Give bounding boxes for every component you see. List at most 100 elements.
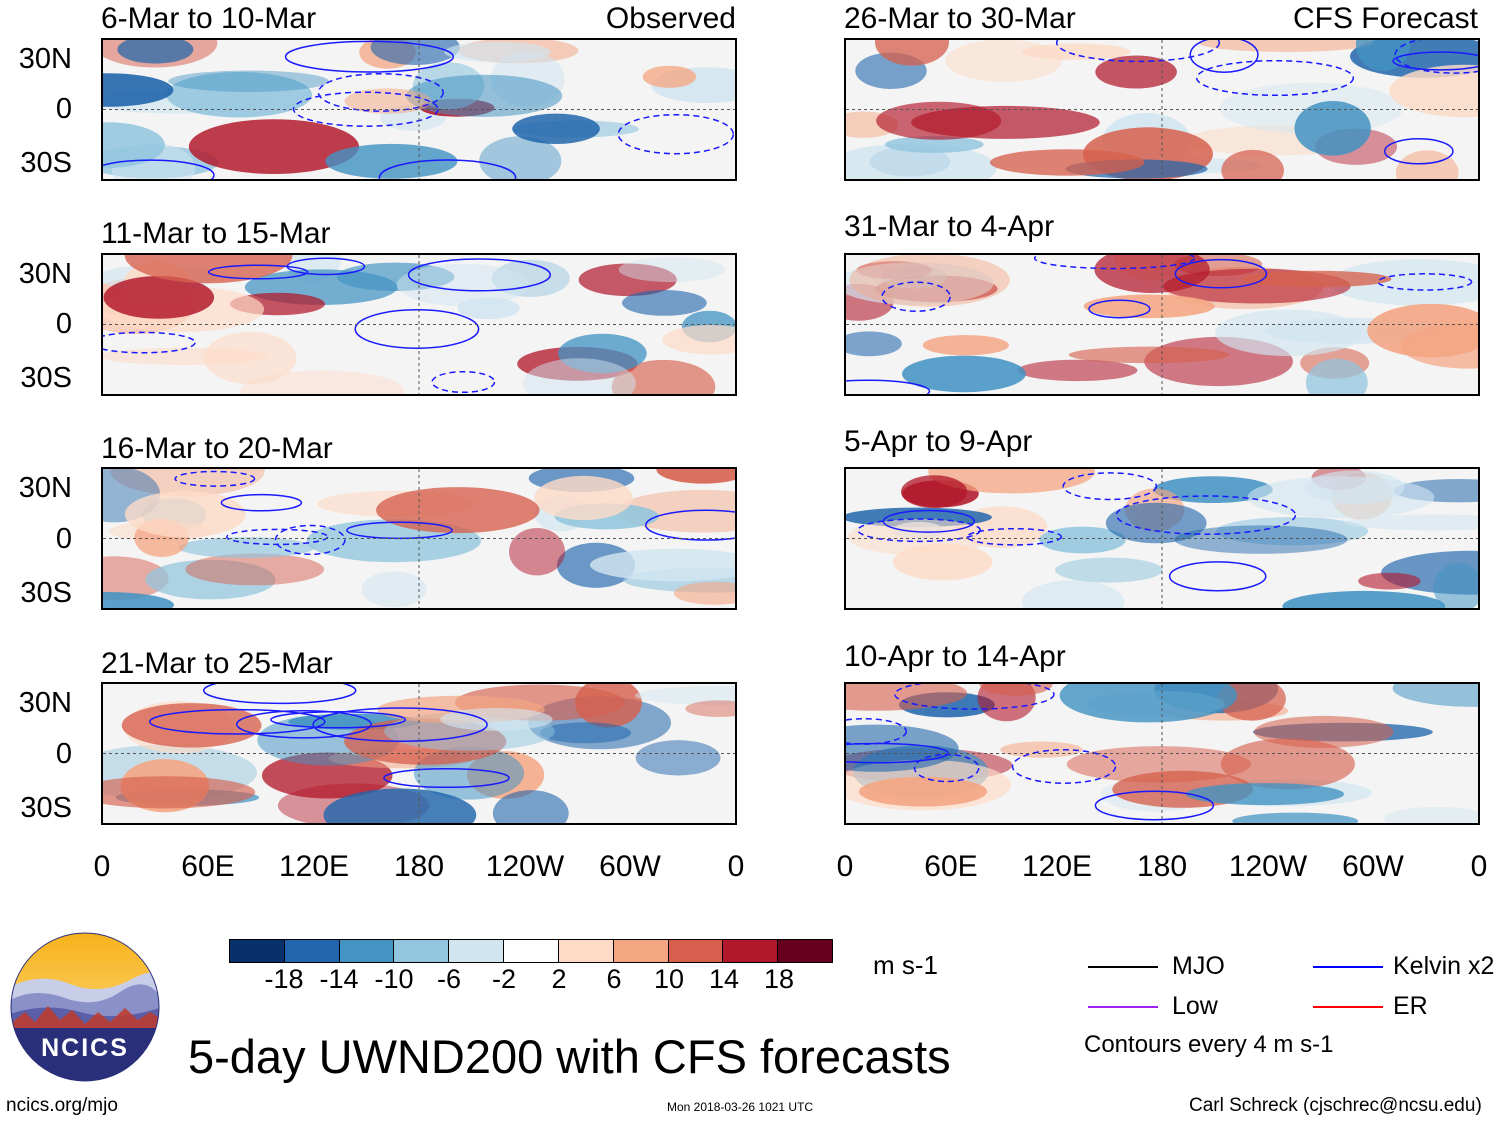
anomaly-blob (1000, 741, 1083, 758)
colorbar-tick-label: -10 (374, 964, 414, 994)
anomaly-blob (103, 314, 161, 331)
anomaly-blob (178, 537, 315, 558)
anomaly-blob (124, 255, 293, 284)
anomaly-blob (876, 101, 1002, 140)
anomaly-blob (1199, 40, 1374, 52)
anomaly-blob (406, 74, 563, 117)
anomaly-blob (512, 113, 600, 144)
legend-line-kelvin (1313, 966, 1383, 968)
panel-title-left-3: 16-Mar to 20-Mar (101, 432, 333, 465)
anomaly-blob (902, 355, 1026, 393)
kelvin-contour (857, 518, 982, 543)
kelvin-contour (1011, 749, 1117, 784)
anomaly-blob (361, 571, 427, 608)
anomaly-blob (1433, 563, 1478, 608)
lat-label-30n: 30N (18, 472, 72, 504)
anomaly-blob (858, 776, 988, 807)
anomaly-blob (534, 475, 633, 521)
kelvin-contour (202, 684, 357, 705)
anomaly-blob (166, 72, 312, 118)
colorbar-tick-label: -18 (264, 964, 304, 994)
anomaly-blob (846, 684, 968, 711)
kelvin-contour (1033, 255, 1196, 270)
contour-note: Contours every 4 m s-1 (1084, 1031, 1334, 1058)
anomaly-blob (1105, 502, 1207, 544)
colorbar-swatch (449, 940, 505, 962)
anomaly-blob (168, 70, 329, 92)
colorbar-swatch (339, 940, 395, 962)
lon-label: 120W (1228, 850, 1308, 883)
anomaly-blob (370, 40, 460, 65)
anomaly-blob (1022, 580, 1125, 608)
map-field (846, 684, 1478, 823)
lat-label-30n: 30N (18, 43, 72, 75)
anomaly-blob (457, 297, 520, 320)
panel-title-right-3: 5-Apr to 9-Apr (844, 425, 1033, 458)
colorbar (229, 939, 833, 963)
kelvin-contour (354, 309, 480, 349)
anomaly-blob (1221, 149, 1284, 179)
map-panel-left-1 (101, 38, 737, 181)
kelvin-contour (1189, 40, 1259, 73)
anomaly-blob (1294, 101, 1371, 156)
anomaly-blob (1241, 270, 1392, 288)
anomaly-blob (685, 700, 735, 717)
kelvin-contour (1055, 40, 1221, 63)
anomaly-blob (1253, 715, 1394, 748)
anomaly-blob (1247, 476, 1435, 519)
map-panel-right-2 (844, 253, 1480, 396)
colorbar-swatch (394, 940, 450, 962)
anomaly-blob (540, 722, 632, 744)
anomaly-blob (1059, 684, 1238, 723)
lon-label: 0 (836, 850, 854, 883)
legend-label-mjo: MJO (1172, 952, 1225, 980)
legend-label-low: Low (1172, 992, 1218, 1020)
anomaly-blob (884, 136, 984, 153)
anomaly-blob (396, 263, 529, 307)
lat-label-eq: 0 (55, 523, 72, 555)
legend-label-kelvin: Kelvin x2 (1393, 952, 1495, 980)
map-panel-right-3 (844, 467, 1480, 610)
kelvin-contour (103, 159, 215, 179)
colorbar-swatch (668, 940, 724, 962)
kelvin-contour (284, 40, 455, 73)
lon-label: 0 (727, 850, 745, 883)
anomaly-blob (344, 88, 432, 114)
lat-label-30s: 30S (20, 362, 72, 394)
anomaly-blob (1367, 303, 1478, 358)
footer-url: ncics.org/mjo (6, 1095, 118, 1116)
lon-label: 60W (599, 850, 661, 883)
colorbar-swatch (778, 940, 832, 962)
anomaly-blob (989, 149, 1145, 176)
anomaly-blob (558, 333, 647, 374)
colorbar-tick-label: 10 (653, 964, 685, 994)
anomaly-blob (1185, 783, 1345, 806)
colorbar-tick-label: 18 (763, 964, 795, 994)
anomaly-blob (611, 359, 716, 394)
anomaly-blob (325, 143, 458, 179)
colorbar-swatch (723, 940, 779, 962)
anomaly-blob (376, 487, 540, 534)
map-panel-right-1 (844, 38, 1480, 181)
anomaly-blob (875, 40, 949, 66)
anomaly-blob (618, 257, 726, 283)
anomaly-blob (1305, 358, 1368, 394)
anomaly-blob (922, 335, 1009, 356)
anomaly-blob (1068, 346, 1230, 364)
anomaly-blob (103, 592, 174, 608)
lat-label-eq: 0 (55, 93, 72, 125)
anomaly-blob (846, 143, 997, 179)
colorbar-tick-label: 6 (606, 964, 622, 994)
legend-line-er (1313, 1006, 1383, 1008)
colorbar-swatch (284, 940, 340, 962)
kelvin-contour (1168, 561, 1267, 592)
lat-label-30s: 30S (20, 792, 72, 824)
anomaly-blob (979, 684, 1053, 696)
kelvin-contour (407, 258, 552, 292)
lon-label: 120E (278, 850, 350, 883)
kelvin-contour (645, 509, 735, 541)
panel-title-right-4: 10-Apr to 14-Apr (844, 640, 1066, 673)
anomaly-blob (103, 347, 268, 365)
kelvin-contour (174, 470, 256, 487)
kelvin-contour (431, 370, 496, 394)
